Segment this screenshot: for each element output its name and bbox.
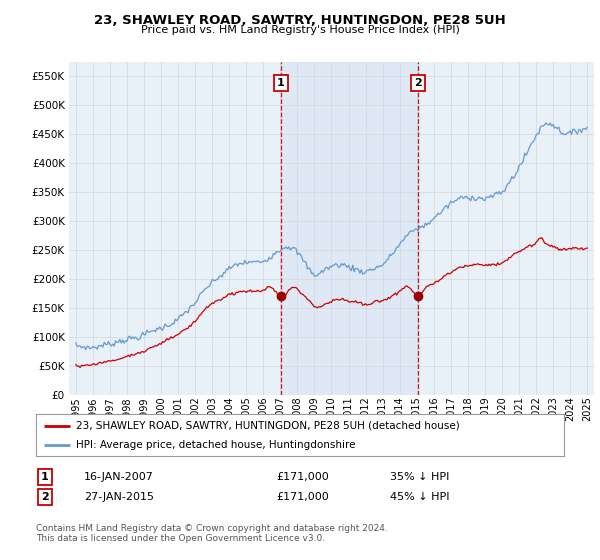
- Text: 2: 2: [414, 78, 422, 88]
- Text: 45% ↓ HPI: 45% ↓ HPI: [390, 492, 449, 502]
- Text: 1: 1: [41, 472, 49, 482]
- Text: 16-JAN-2007: 16-JAN-2007: [84, 472, 154, 482]
- Text: Price paid vs. HM Land Registry's House Price Index (HPI): Price paid vs. HM Land Registry's House …: [140, 25, 460, 35]
- Text: 27-JAN-2015: 27-JAN-2015: [84, 492, 154, 502]
- Text: £171,000: £171,000: [276, 492, 329, 502]
- Text: HPI: Average price, detached house, Huntingdonshire: HPI: Average price, detached house, Hunt…: [76, 440, 355, 450]
- Text: 2: 2: [41, 492, 49, 502]
- Text: 23, SHAWLEY ROAD, SAWTRY, HUNTINGDON, PE28 5UH (detached house): 23, SHAWLEY ROAD, SAWTRY, HUNTINGDON, PE…: [76, 421, 460, 431]
- Text: Contains HM Land Registry data © Crown copyright and database right 2024.
This d: Contains HM Land Registry data © Crown c…: [36, 524, 388, 543]
- Text: £171,000: £171,000: [276, 472, 329, 482]
- Text: 23, SHAWLEY ROAD, SAWTRY, HUNTINGDON, PE28 5UH: 23, SHAWLEY ROAD, SAWTRY, HUNTINGDON, PE…: [94, 14, 506, 27]
- Text: 1: 1: [277, 78, 285, 88]
- Bar: [281, 62, 418, 395]
- Text: 35% ↓ HPI: 35% ↓ HPI: [390, 472, 449, 482]
